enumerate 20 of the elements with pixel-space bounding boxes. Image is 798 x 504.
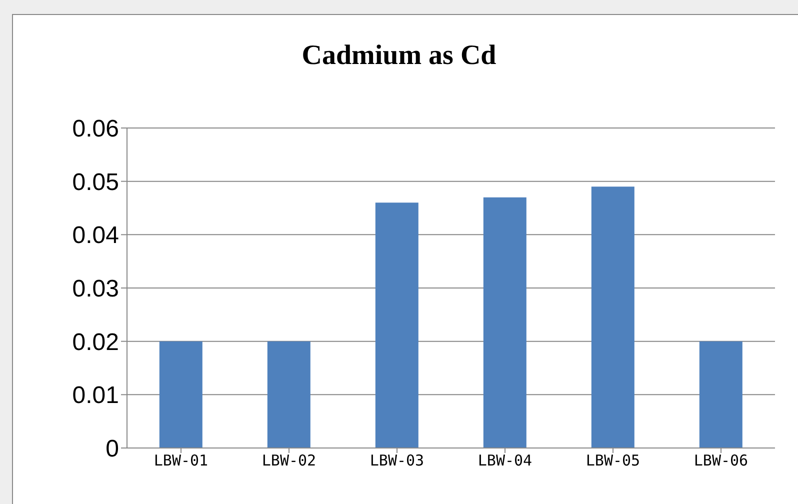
x-tick-label: LBW-05: [586, 452, 640, 470]
bar: [375, 202, 418, 448]
bar: [699, 341, 742, 448]
x-tick-label: LBW-02: [262, 452, 316, 470]
bar: [591, 186, 634, 448]
y-tick-label: 0.02: [72, 328, 119, 356]
bar: [159, 341, 202, 448]
x-tick-label: LBW-01: [154, 452, 208, 470]
y-tick-label: 0.01: [72, 382, 119, 410]
y-tick-label: 0.04: [72, 222, 119, 250]
y-tick-label: 0.05: [72, 168, 119, 196]
y-tick-label: 0: [106, 436, 119, 463]
y-tick-label: 0.03: [72, 276, 119, 303]
bar: [267, 341, 310, 448]
bar: [483, 197, 526, 448]
y-tick-label: 0.06: [72, 116, 119, 143]
x-tick-label: LBW-06: [694, 452, 748, 470]
x-tick-label: LBW-03: [370, 452, 424, 470]
x-tick-label: LBW-04: [478, 452, 532, 470]
chart-title: Cadmium as Cd: [300, 40, 498, 72]
